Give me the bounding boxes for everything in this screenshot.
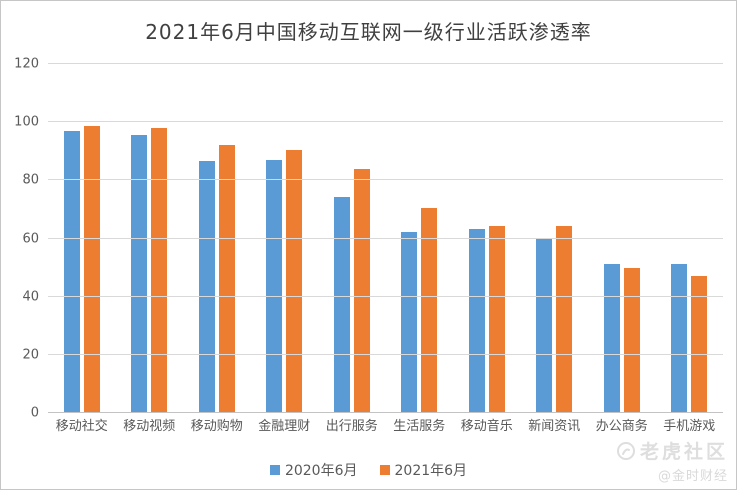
gridline-100 [48,121,723,123]
bar-group [588,64,656,413]
bar-2020年6月-生活服务 [401,232,418,413]
bar-2021年6月-手机游戏 [691,275,708,413]
bar-group [48,64,116,413]
bar-2021年6月-移动音乐 [488,225,505,413]
x-axis-category-label: 出行服务 [325,419,378,434]
bar-group [183,64,251,413]
legend-label: 2020年6月 [284,463,358,479]
bar-group [116,64,184,413]
x-axis-category-label: 生活服务 [393,419,446,434]
bar-groups [48,64,723,413]
bar-2020年6月-移动社交 [63,130,80,413]
bar-2020年6月-出行服务 [333,196,350,413]
gridline-0 [48,412,723,413]
legend-swatch-icon [379,465,390,475]
bar-group [318,64,386,413]
bar-group [453,64,521,413]
y-axis-tick-label-20: 20 [22,347,39,363]
x-axis-category-label: 移动音乐 [460,419,513,434]
y-axis-tick-label-60: 60 [22,231,39,246]
x-axis-category-label: 办公商务 [595,419,648,434]
gridline-80 [48,179,723,181]
bar-2021年6月-移动购物 [218,144,235,413]
bar-2020年6月-移动音乐 [468,228,485,413]
gridline-20 [48,353,723,355]
bar-2021年6月-新闻资讯 [556,226,573,413]
bar-2021年6月-移动社交 [83,125,100,413]
x-axis-category-label: 移动购物 [190,419,243,434]
bar-2020年6月-新闻资讯 [536,238,553,413]
x-axis-category-label: 手机游戏 [663,419,716,434]
y-axis-tick-label-0: 0 [30,405,39,421]
y-axis-tick-label-80: 80 [22,172,39,188]
gridline-120 [48,63,723,64]
bar-group [521,64,589,413]
bar-2020年6月-办公商务 [603,264,620,413]
gridline-60 [48,237,723,239]
bar-2021年6月-出行服务 [353,169,370,413]
bar-2021年6月-办公商务 [623,268,640,413]
author-watermark: @金时财经 [657,469,728,484]
legend-item: 2020年6月 [269,460,358,480]
chart-title: 2021年6月中国移动互联网一级行业活跃渗透率 [145,20,592,44]
bar-2020年6月-金融理财 [266,159,283,413]
x-axis-category-label: 移动社交 [55,419,108,434]
x-axis-labels: 移动社交 移动视频 移动购物 金融理财 出行服务 生活服务 移动音乐 新闻资讯 办公商务 手机游戏 [48,419,723,436]
x-axis-category-label: 新闻资讯 [528,419,581,434]
x-axis-category-label: 移动视频 [123,419,176,434]
x-axis-category-label: 金融理财 [258,419,311,434]
bar-2021年6月-移动视频 [151,128,168,413]
y-axis-tick-label-40: 40 [22,289,39,305]
tiger-community-watermark: 老虎社区 [616,437,728,464]
tiger-community-watermark-text: 老虎社区 [639,441,728,463]
bar-2020年6月-移动视频 [131,134,148,413]
bar-group [656,64,724,413]
legend-item: 2021年6月 [379,460,468,480]
legend-swatch-icon [269,465,280,475]
bar-2021年6月-金融理财 [286,149,303,413]
chart-legend: 2020年6月 2021年6月 [1,460,736,480]
y-axis-tick-label-100: 100 [14,114,39,130]
gridline-40 [48,295,723,297]
y-axis-tick-label-120: 120 [14,56,39,72]
legend-label: 2021年6月 [394,463,468,479]
bar-group [251,64,319,413]
bar-group [386,64,454,413]
tiger-community-logo-icon [616,441,636,461]
bar-2020年6月-手机游戏 [671,264,688,413]
plot-area: 0 20 40 60 80 100 120 [14,58,723,420]
bar-2020年6月-移动购物 [198,160,215,413]
bar-2021年6月-生活服务 [421,208,438,413]
